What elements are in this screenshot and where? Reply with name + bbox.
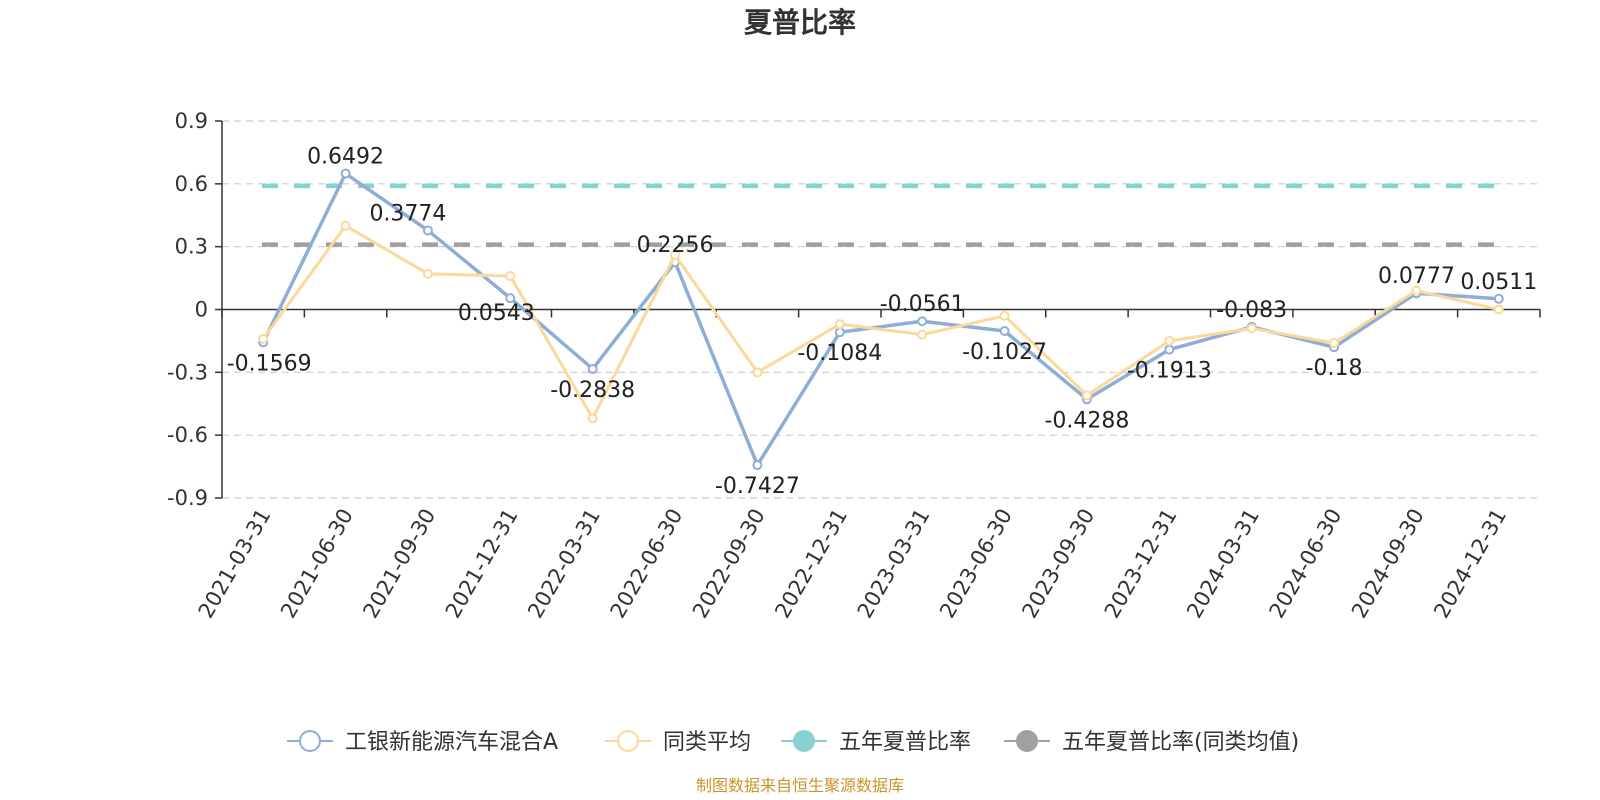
x-tick-label: 2021-09-30 [358, 505, 440, 623]
data-labels: -0.1569 0.6492 0.3774 0.0543 -0.2838 0.2256 -0… [227, 145, 1538, 500]
data-point [1164, 344, 1175, 355]
series-line [261, 224, 1500, 420]
legend: 工银新能源汽车混合A 同类平均 五年夏普比率 五年夏普比率(同类均值) [287, 730, 1299, 755]
data-point [505, 293, 516, 304]
data-point [587, 413, 598, 424]
legend-label: 五年夏普比率(同类均值) [1062, 730, 1299, 755]
data-label: -0.2838 [550, 378, 635, 403]
x-tick-label: 2022-09-30 [688, 505, 770, 623]
legend-label: 工银新能源汽车混合A [345, 730, 558, 755]
data-label: 0.3774 [369, 201, 446, 226]
data-point [422, 225, 433, 236]
data-label: -0.18 [1306, 356, 1363, 381]
data-point [917, 329, 928, 340]
x-tick-label: 2023-09-30 [1017, 505, 1099, 623]
data-point [834, 319, 845, 330]
data-label: -0.1913 [1127, 359, 1212, 384]
x-tick-label: 2021-06-30 [276, 505, 358, 623]
data-point [505, 270, 516, 281]
y-tick-label: -0.3 [167, 360, 208, 384]
data-point [1329, 338, 1340, 349]
x-tick-label: 2023-06-30 [935, 505, 1017, 623]
x-tick-label: 2022-06-30 [606, 505, 688, 623]
x-tick-label: 2022-03-31 [523, 505, 605, 623]
data-point [587, 363, 598, 374]
data-label: 0.0511 [1460, 270, 1537, 295]
y-tick-label: -0.6 [167, 423, 208, 447]
legend-marker [299, 730, 321, 752]
data-point [1164, 335, 1175, 346]
y-tick-label: 0 [195, 298, 208, 322]
source-note: 制图数据来自恒生聚源数据库 [696, 776, 904, 795]
data-point [834, 327, 845, 338]
data-point [999, 310, 1010, 321]
y-tick-label: 0.6 [175, 172, 208, 196]
data-point [752, 367, 763, 378]
x-tick-label: 2023-12-31 [1100, 505, 1182, 623]
data-label: -0.0561 [880, 292, 965, 317]
series-lines [258, 168, 1504, 471]
data-label: 0.2256 [637, 233, 714, 258]
x-tick-label: 2024-09-30 [1347, 505, 1429, 623]
data-point [999, 326, 1010, 337]
data-label: -0.1084 [797, 341, 882, 366]
x-tick-label: 2022-12-31 [770, 505, 852, 623]
legend-marker [793, 730, 815, 752]
x-tick-label: 2023-03-31 [853, 505, 935, 623]
data-point [340, 220, 351, 231]
data-point [1493, 304, 1504, 315]
legend-marker [1016, 730, 1038, 752]
y-tick-label: 0.9 [175, 109, 208, 133]
legend-label: 同类平均 [663, 730, 751, 755]
data-point [1081, 390, 1092, 401]
x-tick-label: 2024-06-30 [1265, 505, 1347, 623]
data-label: -0.083 [1216, 298, 1287, 323]
data-label: -0.1569 [227, 351, 312, 376]
data-point [422, 268, 433, 279]
reference-lines [262, 183, 1500, 247]
data-label: -0.1027 [962, 340, 1047, 365]
x-tick-label: 2021-03-31 [194, 505, 276, 623]
data-label: 0.0543 [458, 301, 535, 326]
data-label: -0.7427 [715, 474, 800, 499]
x-tick-label: 2024-12-31 [1429, 505, 1511, 623]
data-label: 0.6492 [307, 145, 384, 170]
data-label: -0.4288 [1044, 408, 1129, 433]
data-point [1246, 323, 1257, 334]
x-tick-label: 2021-12-31 [441, 505, 523, 623]
chart-title: 夏普比率 [744, 6, 856, 39]
data-point [917, 316, 928, 327]
legend-label: 五年夏普比率 [839, 730, 971, 755]
data-point [1411, 285, 1422, 296]
data-label: 0.0777 [1378, 264, 1455, 289]
x-tick-label: 2024-03-31 [1182, 505, 1264, 623]
data-point [258, 333, 269, 344]
y-tick-label: -0.9 [167, 486, 208, 510]
data-point [1493, 293, 1504, 304]
legend-marker [617, 730, 639, 752]
data-point [752, 460, 763, 471]
y-tick-label: 0.3 [175, 235, 208, 259]
data-point [670, 250, 681, 261]
series-line [261, 171, 1499, 467]
data-point [340, 168, 351, 179]
